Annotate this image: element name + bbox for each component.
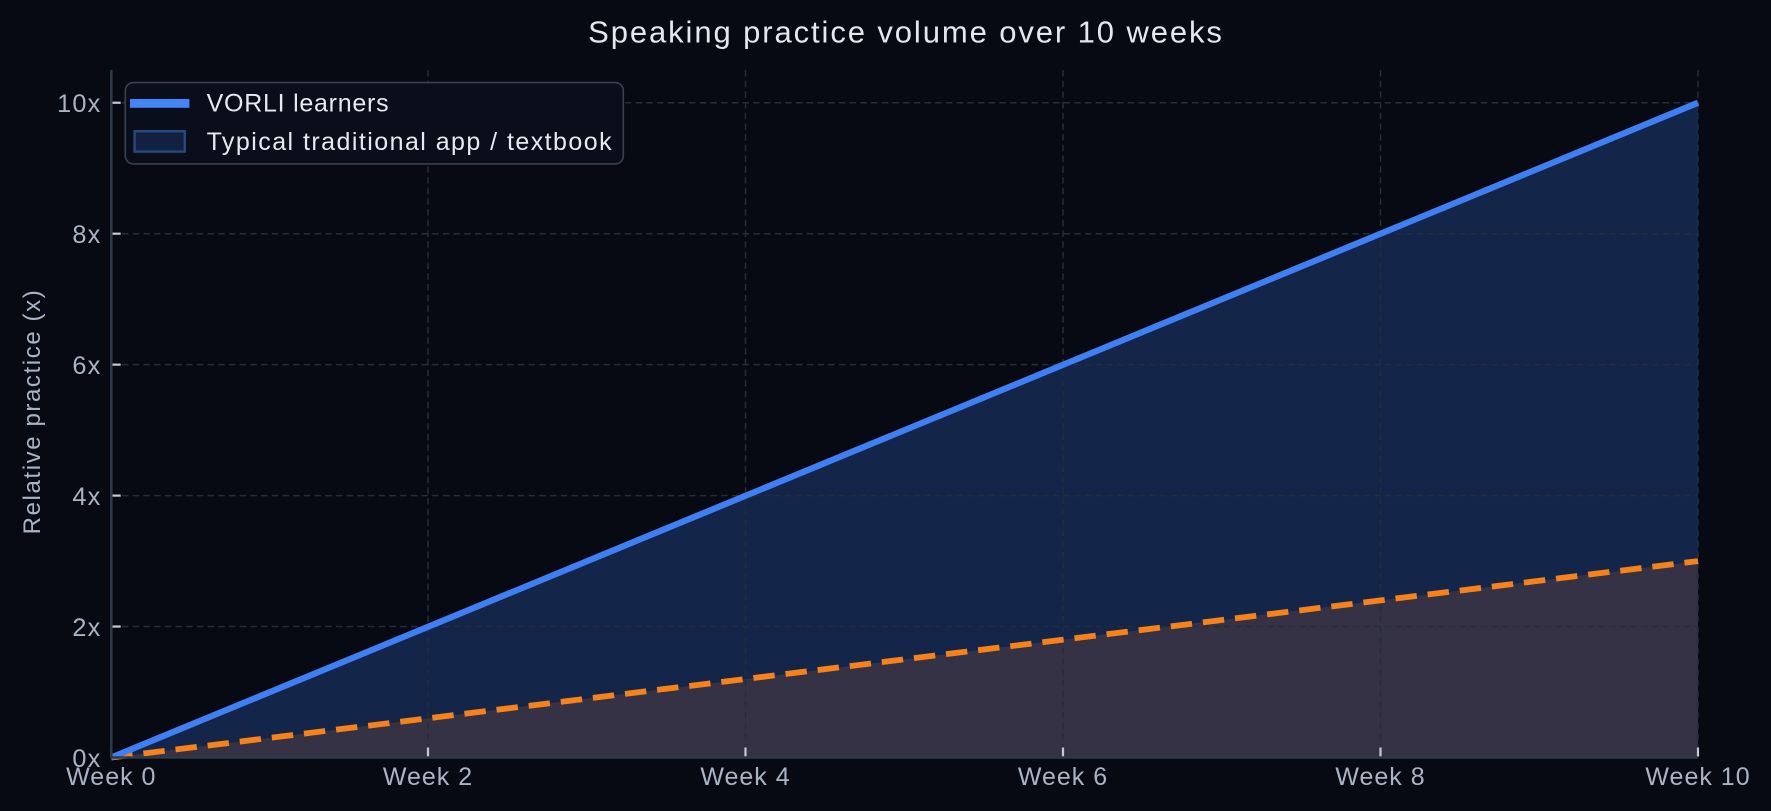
svg-text:Week 4: Week 4 <box>700 763 790 791</box>
svg-text:Week 0: Week 0 <box>66 763 156 791</box>
svg-text:Relative practice (x): Relative practice (x) <box>19 289 46 535</box>
svg-text:Speaking practice volume over: Speaking practice volume over 10 weeks <box>588 15 1224 50</box>
svg-text:8x: 8x <box>72 221 101 249</box>
svg-text:10x: 10x <box>57 90 101 118</box>
svg-text:Typical traditional app / text: Typical traditional app / textbook <box>207 128 613 156</box>
svg-text:Week 2: Week 2 <box>383 763 473 791</box>
svg-text:VORLI learners: VORLI learners <box>207 90 390 118</box>
svg-text:4x: 4x <box>72 483 101 511</box>
svg-text:6x: 6x <box>72 352 101 380</box>
svg-text:Week 10: Week 10 <box>1645 763 1750 791</box>
svg-text:Week 6: Week 6 <box>1018 763 1108 791</box>
svg-text:Week 8: Week 8 <box>1335 763 1425 791</box>
svg-text:0x: 0x <box>72 745 101 773</box>
svg-text:2x: 2x <box>72 614 101 642</box>
